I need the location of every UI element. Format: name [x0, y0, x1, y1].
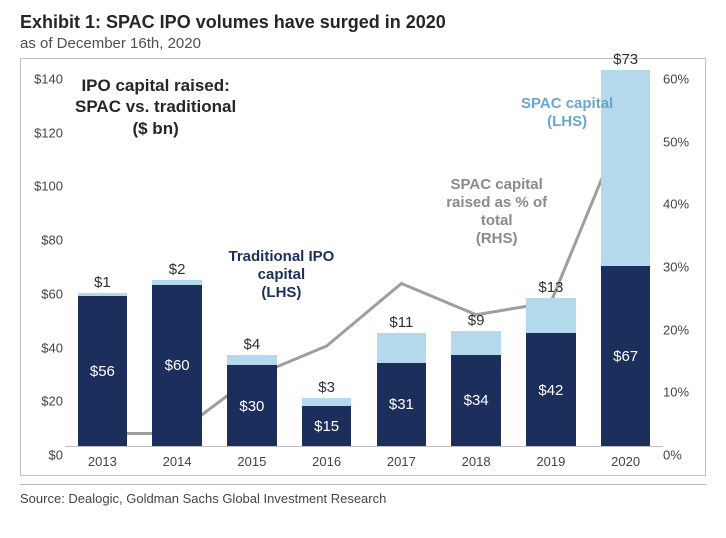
- y-left-tick: $60: [23, 286, 63, 301]
- bar-group: [451, 331, 500, 446]
- x-tick: 2017: [371, 454, 431, 469]
- source-separator: [20, 484, 706, 485]
- bar-traditional: [302, 406, 351, 446]
- x-tick: 2019: [521, 454, 581, 469]
- plot-area: $56$1$60$2$30$4$15$3$31$11$34$9$42$13$67…: [65, 71, 663, 447]
- legend-spac: SPAC capital(LHS): [521, 95, 613, 131]
- exhibit-subtitle: as of December 16th, 2020: [20, 35, 706, 52]
- bar-group: [526, 298, 575, 446]
- value-label-spac: $9: [446, 312, 506, 329]
- bar-traditional: [377, 363, 426, 446]
- bar-traditional: [526, 333, 575, 446]
- value-label-spac: $1: [72, 274, 132, 291]
- bar-group: [227, 355, 276, 446]
- x-tick: 2016: [297, 454, 357, 469]
- y-left-tick: $40: [23, 340, 63, 355]
- x-tick: 2020: [596, 454, 656, 469]
- y-right-tick: 50%: [663, 134, 703, 149]
- value-label-spac: $4: [222, 336, 282, 353]
- y-left-tick: $140: [23, 72, 63, 87]
- bar-group: [152, 280, 201, 447]
- bar-traditional: [152, 285, 201, 446]
- bar-traditional: [601, 266, 650, 446]
- y-left-tick: $80: [23, 233, 63, 248]
- chart-inner-title: IPO capital raised:SPAC vs. traditional(…: [75, 75, 236, 139]
- y-left-tick: $120: [23, 125, 63, 140]
- x-tick: 2015: [222, 454, 282, 469]
- value-label-spac: $3: [297, 379, 357, 396]
- y-left-tick: $100: [23, 179, 63, 194]
- y-left-tick: $0: [23, 448, 63, 463]
- bar-spac: [302, 398, 351, 406]
- bar-spac: [227, 355, 276, 366]
- bar-spac: [451, 331, 500, 355]
- bar-traditional: [78, 296, 127, 446]
- bar-spac: [526, 298, 575, 333]
- chart-frame: $56$1$60$2$30$4$15$3$31$11$34$9$42$13$67…: [20, 58, 706, 476]
- source-text: Source: Dealogic, Goldman Sachs Global I…: [20, 491, 706, 506]
- y-right-tick: 10%: [663, 385, 703, 400]
- bar-traditional: [227, 365, 276, 446]
- bar-spac: [377, 333, 426, 363]
- value-label-spac: $2: [147, 261, 207, 278]
- value-label-spac: $11: [371, 314, 431, 331]
- value-label-spac: $13: [521, 279, 581, 296]
- y-right-tick: 30%: [663, 260, 703, 275]
- value-label-spac: $73: [596, 51, 656, 68]
- bar-spac: [152, 280, 201, 285]
- legend-traditional: Traditional IPOcapital(LHS): [229, 248, 335, 302]
- x-tick: 2014: [147, 454, 207, 469]
- bar-group: [78, 293, 127, 446]
- y-right-tick: 40%: [663, 197, 703, 212]
- x-tick: 2018: [446, 454, 506, 469]
- y-left-tick: $20: [23, 394, 63, 409]
- x-tick: 2013: [72, 454, 132, 469]
- y-right-tick: 20%: [663, 322, 703, 337]
- y-right-tick: 60%: [663, 72, 703, 87]
- bar-spac: [78, 293, 127, 296]
- bar-traditional: [451, 355, 500, 446]
- bar-group: [377, 333, 426, 446]
- exhibit-title: Exhibit 1: SPAC IPO volumes have surged …: [20, 12, 706, 33]
- legend-line: SPAC capitalraised as % oftotal(RHS): [446, 176, 547, 248]
- y-right-tick: 0%: [663, 448, 703, 463]
- bar-group: [302, 398, 351, 446]
